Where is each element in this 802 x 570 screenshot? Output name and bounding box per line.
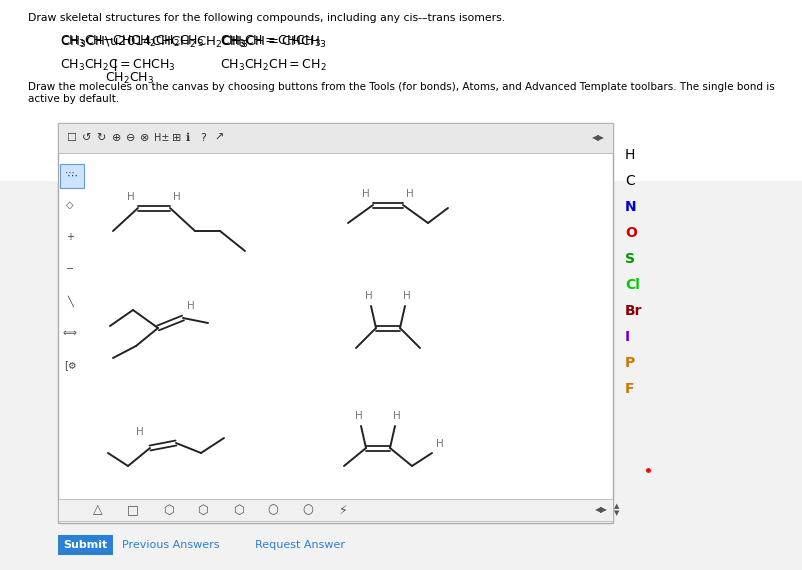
Text: ○: ○ <box>268 503 278 516</box>
Bar <box>58 123 613 153</box>
Text: Br: Br <box>625 304 642 318</box>
Text: ◀▶: ◀▶ <box>592 133 605 142</box>
Text: F: F <box>625 382 634 396</box>
Text: S: S <box>625 252 635 266</box>
Text: H±: H± <box>154 133 169 143</box>
Text: ⟺: ⟺ <box>63 328 77 338</box>
Text: H: H <box>363 189 370 199</box>
Text: CH$_3$CH$\mathsf{-}$CHCH$_2$CH$_2$CH$_3$: CH$_3$CH$\mathsf{-}$CHCH$_2$CH$_2$CH$_3$ <box>60 34 205 49</box>
Text: ↺: ↺ <box>82 133 91 143</box>
Text: ↻: ↻ <box>96 133 105 143</box>
Text: ⊕: ⊕ <box>112 133 121 143</box>
Text: □: □ <box>128 503 139 516</box>
Text: H: H <box>393 411 401 421</box>
Text: C: C <box>625 174 634 188</box>
Text: H: H <box>128 192 135 202</box>
Text: ◀▶: ◀▶ <box>594 506 607 515</box>
Text: ╲: ╲ <box>67 295 73 307</box>
Text: Draw the molecules on the canvas by choosing buttons from the Tools (for bonds),: Draw the molecules on the canvas by choo… <box>28 82 775 104</box>
Text: CH$_3$CH$\mathsf{=}$CHCH$_3$: CH$_3$CH$\mathsf{=}$CHCH$_3$ <box>220 34 321 49</box>
Text: H: H <box>406 189 414 199</box>
Text: CH$_2$CH$_3$: CH$_2$CH$_3$ <box>105 71 154 86</box>
Text: ⬡: ⬡ <box>163 503 173 516</box>
Text: ⚡: ⚡ <box>338 503 347 516</box>
Bar <box>58 499 613 521</box>
Text: +: + <box>66 232 74 242</box>
Text: P: P <box>625 356 635 370</box>
Text: ⊗: ⊗ <box>140 133 149 143</box>
Text: H: H <box>436 439 444 449</box>
Text: Previous Answers: Previous Answers <box>122 540 220 550</box>
Text: Request Answer: Request Answer <box>255 540 345 550</box>
Bar <box>0 0 802 180</box>
Text: Draw skeletal structures for the following compounds, including any cis-–trans i: Draw skeletal structures for the followi… <box>28 13 505 23</box>
Text: CH$_3$CH$_2$CH$\mathsf{=}$CH$_2$: CH$_3$CH$_2$CH$\mathsf{=}$CH$_2$ <box>220 58 326 73</box>
Text: H: H <box>173 192 181 202</box>
Text: N: N <box>625 200 637 214</box>
Text: Cl: Cl <box>625 278 640 292</box>
Bar <box>58 535 113 555</box>
Text: $\mathregular{CH_3CH{=}CHCH_3}$: $\mathregular{CH_3CH{=}CHCH_3}$ <box>220 35 326 50</box>
Text: Submit: Submit <box>63 540 107 550</box>
Text: ☐: ☐ <box>66 133 76 143</box>
Bar <box>60 164 84 188</box>
Text: H: H <box>365 291 373 301</box>
Text: H: H <box>187 301 195 311</box>
Text: H: H <box>403 291 411 301</box>
Text: −: − <box>66 264 74 274</box>
Text: ⊖: ⊖ <box>126 133 136 143</box>
Text: ▲
▼: ▲ ▼ <box>614 503 620 516</box>
Text: ○: ○ <box>302 503 314 516</box>
Text: ⬡: ⬡ <box>233 503 244 516</box>
Text: ⬡: ⬡ <box>197 503 209 516</box>
Text: $\mathregular{CH_3CH}$\u2014$\mathregular{CHCH_2CH_2CH_3}$: $\mathregular{CH_3CH}$\u2014$\mathregula… <box>60 35 249 50</box>
Text: ↗: ↗ <box>214 133 224 143</box>
Text: CH$_3$CH$_2$C$\mathsf{=}$CHCH$_3$: CH$_3$CH$_2$C$\mathsf{=}$CHCH$_3$ <box>60 58 176 73</box>
Text: ?: ? <box>200 133 206 143</box>
Text: I: I <box>625 330 630 344</box>
Text: H: H <box>136 427 144 437</box>
Text: [⚙: [⚙ <box>63 360 76 370</box>
Text: ⋯: ⋯ <box>65 168 75 178</box>
Text: H: H <box>625 148 635 162</box>
Text: ℹ: ℹ <box>186 133 190 143</box>
Bar <box>58 123 613 523</box>
Text: △: △ <box>93 503 103 516</box>
Text: ⋯: ⋯ <box>67 171 78 181</box>
Text: ⊞: ⊞ <box>172 133 181 143</box>
Text: H: H <box>355 411 363 421</box>
Text: O: O <box>625 226 637 240</box>
Text: ◇: ◇ <box>67 200 74 210</box>
